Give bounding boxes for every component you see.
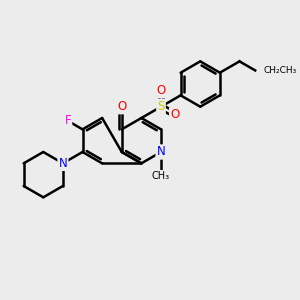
Text: O: O (156, 84, 166, 97)
Text: S: S (157, 100, 165, 113)
Text: N: N (157, 146, 165, 158)
Text: O: O (117, 100, 126, 113)
Text: F: F (64, 114, 71, 127)
Text: CH₂CH₃: CH₂CH₃ (263, 66, 296, 75)
Text: O: O (170, 108, 179, 121)
Text: CH₃: CH₃ (152, 171, 170, 181)
Text: N: N (58, 157, 67, 170)
